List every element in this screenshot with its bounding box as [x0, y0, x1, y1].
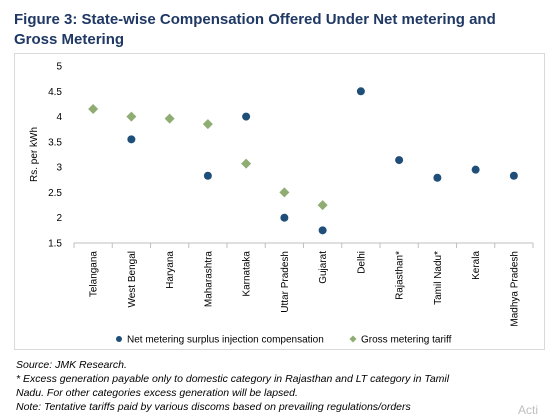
- legend-gross-marker: [349, 335, 357, 343]
- y-tick-label: 2.5: [48, 188, 62, 199]
- gross-metering-point: [317, 200, 328, 211]
- chart-area: Rs. per kWh 1.5 2 2.5 3 3.5 4 4.5 5 Telangana West…: [14, 53, 545, 350]
- y-tick-label: 3.5: [48, 137, 62, 148]
- x-tick-label: Maharashtra: [203, 251, 214, 308]
- figure-title-line-2: Gross Metering: [14, 31, 125, 48]
- chart-notes: Source: JMK Research. * Excess generatio…: [16, 358, 516, 414]
- net-metering-point: [318, 226, 327, 235]
- gross-metering-point: [202, 119, 213, 130]
- x-tick-label: Rajasthan*: [395, 251, 406, 300]
- figure-title: Figure 3: State-wise Compensation Offere…: [14, 10, 514, 50]
- footnote-line-2: Nadu. For other categories excess genera…: [16, 387, 298, 399]
- gross-metering-point: [164, 113, 175, 124]
- source-note: Source: JMK Research.: [16, 359, 127, 371]
- x-tick-label: Telangana: [89, 251, 100, 298]
- legend-net-marker: [116, 336, 122, 342]
- gross-metering-point: [88, 103, 99, 114]
- x-tick-label: West Bengal: [127, 251, 138, 308]
- net-metering-point: [433, 173, 442, 182]
- legend-net-label: Net metering surplus injection compensat…: [127, 335, 324, 346]
- gross-metering-point: [126, 111, 137, 122]
- y-tick-label: 2: [56, 213, 62, 224]
- net-metering-point: [280, 213, 289, 222]
- y-tick-label: 4.5: [48, 87, 62, 98]
- net-metering-point: [203, 171, 212, 180]
- x-tick-label: Haryana: [165, 251, 176, 289]
- y-axis-label: Rs. per kWh: [29, 127, 40, 182]
- net-metering-point: [242, 112, 251, 121]
- x-tick-label: Gujarat: [318, 251, 329, 284]
- y-tick-label: 1.5: [48, 239, 62, 250]
- x-tick-label: Madhya Pradesh: [509, 251, 520, 327]
- x-tick-label: Delhi: [356, 251, 367, 274]
- x-tick-label: Tamil Nadu*: [433, 251, 444, 305]
- gross-metering-point: [241, 158, 252, 169]
- net-metering-point: [509, 171, 518, 180]
- footnote-line-1: * Excess generation payable only to dome…: [16, 373, 450, 385]
- x-tick-label: Uttar Pradesh: [280, 251, 291, 313]
- tariff-note: Note: Tentative tariffs paid by various …: [16, 401, 411, 413]
- net-metering-point: [127, 135, 136, 144]
- activation-watermark: Acti: [518, 403, 539, 417]
- y-tick-label: 3: [56, 163, 62, 174]
- net-metering-point: [356, 87, 365, 96]
- y-tick-label: 4: [56, 112, 62, 123]
- gross-metering-point: [279, 187, 290, 198]
- figure-title-line-1: Figure 3: State-wise Compensation Offere…: [14, 11, 496, 28]
- net-metering-point: [471, 165, 480, 174]
- scatter-chart: Rs. per kWh 1.5 2 2.5 3 3.5 4 4.5 5 Telangana West…: [29, 62, 534, 346]
- net-metering-point: [395, 156, 404, 165]
- x-tick-label: Kerala: [471, 251, 482, 280]
- x-tick-label: Karnataka: [242, 251, 253, 297]
- legend-gross-label: Gross metering tariff: [361, 335, 452, 346]
- y-tick-label: 5: [56, 62, 62, 73]
